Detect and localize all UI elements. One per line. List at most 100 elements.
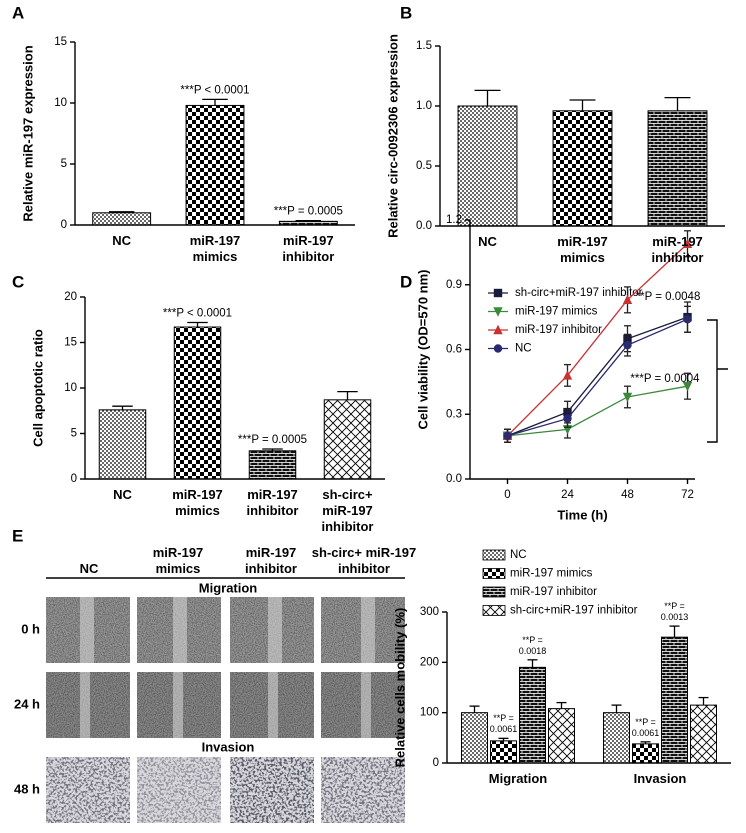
y-tick-label: 0.5 [416,160,432,172]
bar [552,110,613,227]
y-tick-label: 5 [71,428,77,440]
wound-gap [80,597,94,663]
y-tick-label: 0.9 [446,279,462,291]
legend-swatch [482,605,506,616]
bar [461,712,488,764]
x-tick-label: 72 [681,489,694,501]
marker [683,315,692,324]
y-tick-label: 1.5 [416,40,432,52]
y-tick-label: 15 [54,36,67,48]
x-tick-label: 0 [504,489,510,501]
micrograph-texture [137,757,221,823]
x-tick-label: 48 [621,489,634,501]
micrograph-texture [46,757,130,823]
micrograph-texture [321,757,405,823]
bar [323,399,372,480]
legend-swatch [482,586,506,598]
line [507,316,688,437]
y-tick-label: 0.0 [416,220,432,232]
y-tick-label: 0 [433,757,439,769]
x-tick-label: NC [113,487,132,502]
bar [647,110,708,227]
bar [690,704,717,764]
bar [92,212,152,226]
legend-label: sh-circ+miR-197 inhibitor [510,605,638,617]
annotation: **P = 0.0013 [660,601,689,623]
wound-gap [173,672,183,738]
legend-label: sh-circ+miR-197 inhibitor [515,287,643,299]
y-axis-label: Cell viability (OD=570 nm) [415,269,430,429]
bar [603,712,630,764]
row-label: 24 h [14,696,40,711]
legend-marker [493,307,503,317]
y-axis-label: Relative cells mobility (%) [392,608,407,768]
wound-gap [268,597,282,663]
panel-letter: C [12,272,24,291]
significance-bracket [707,319,728,443]
x-tick-label: miR-197 mimics [557,234,608,265]
x-tick-label: sh-circ+ miR-197 inhibitor [321,487,374,534]
y-tick-label: 20 [64,291,77,303]
marker [622,294,633,305]
bar [185,104,245,226]
annotation: **P = 0.0048 [636,291,701,303]
panel-letter: B [400,3,412,22]
annotation: ***P < 0.0001 [180,84,249,96]
bar [548,708,575,764]
marker [562,370,573,380]
wound-gap [361,597,375,663]
marker [682,238,693,248]
x-tick-label: miR-197 mimics [189,233,241,264]
y-tick-label: 10 [64,382,77,394]
x-tick-label: miR-197 inhibitor [282,233,335,264]
legend-marker [493,288,503,298]
annotation: ***P = 0.0005 [238,434,307,446]
bar [490,740,517,764]
annotation: ***P = 0.0004 [630,373,700,385]
y-tick-label: 15 [64,337,77,349]
y-tick-label: 0 [71,473,77,485]
line [507,243,688,437]
y-tick-label: 1.0 [416,100,432,112]
x-tick-label: NC [478,234,497,249]
x-tick-label: miR-197 inhibitor [246,487,299,518]
row-label: 48 h [14,781,40,796]
bar [248,450,297,480]
y-tick-label: 200 [420,656,439,668]
x-tick-label: miR-197 inhibitor [651,234,704,265]
marker [622,392,633,403]
legend-label: NC [515,343,532,355]
bar [457,105,518,227]
bar [632,743,659,764]
annotation: **P = 0.0061 [631,716,660,738]
column-header: sh-circ+ miR-197 inhibitor [311,545,417,576]
y-tick-label: 5 [61,158,67,170]
legend-swatch [482,549,506,561]
marker [563,414,572,423]
legend-label: miR-197 mimics [510,568,593,580]
line [507,318,688,437]
marker [623,340,632,350]
bar [519,666,546,764]
line [507,385,688,437]
marker [682,381,693,392]
panel-letter: D [400,272,412,291]
column-header: miR-197 mimics [152,545,204,576]
wound-gap [173,597,187,663]
y-tick-label: 100 [420,707,439,719]
y-tick-label: 0 [61,219,67,231]
micrograph-texture [230,757,314,823]
legend-marker [493,324,503,335]
legend-label: miR-197 inhibitor [515,324,602,336]
legend-swatch [482,568,506,579]
annotation: **P = 0.0018 [518,634,547,656]
panel-letter: E [12,526,23,545]
column-header: miR-197 inhibitor [245,545,297,576]
x-tick-label: Migration [488,771,548,786]
annotation: ***P < 0.0001 [163,308,232,320]
wound-gap [80,672,90,738]
legend-label: NC [510,549,527,561]
section-label: Invasion [202,739,255,754]
